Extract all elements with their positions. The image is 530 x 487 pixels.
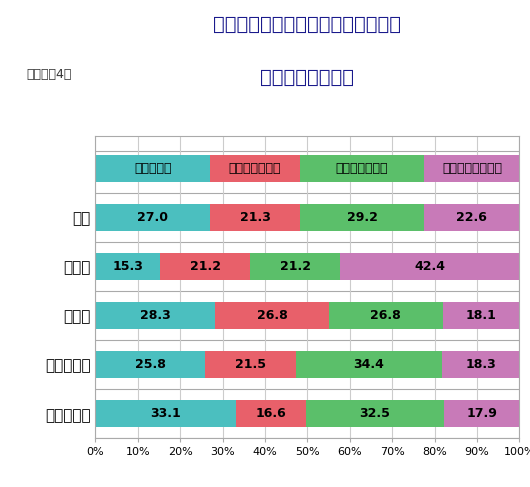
- Text: 21.2: 21.2: [190, 260, 220, 273]
- Text: 22.6: 22.6: [456, 211, 488, 224]
- Bar: [95, 204, 210, 231]
- Bar: [340, 253, 520, 280]
- Text: 17.9: 17.9: [466, 407, 497, 420]
- Bar: [296, 351, 442, 378]
- Text: 32.5: 32.5: [359, 407, 391, 420]
- Text: 27.0: 27.0: [137, 211, 168, 224]
- Bar: [424, 204, 520, 231]
- Bar: [300, 155, 424, 182]
- Text: 34.4: 34.4: [354, 358, 384, 371]
- Text: 42.4: 42.4: [414, 260, 445, 273]
- Text: 「パワーハラスメント防止措置」の: 「パワーハラスメント防止措置」の: [214, 15, 401, 34]
- Bar: [236, 400, 306, 427]
- Text: 18.1: 18.1: [465, 309, 497, 322]
- Text: 26.8: 26.8: [257, 309, 288, 322]
- Bar: [442, 351, 519, 378]
- Text: （グラフ4）: （グラフ4）: [26, 68, 72, 81]
- Bar: [215, 302, 329, 329]
- Text: 18.3: 18.3: [465, 358, 496, 371]
- Bar: [329, 302, 443, 329]
- Text: やや知っている: やや知っている: [229, 162, 281, 175]
- Bar: [443, 302, 519, 329]
- Bar: [95, 351, 205, 378]
- Bar: [95, 253, 160, 280]
- Bar: [210, 204, 300, 231]
- Text: 21.2: 21.2: [280, 260, 311, 273]
- Text: 26.8: 26.8: [370, 309, 401, 322]
- Bar: [95, 302, 215, 329]
- Text: 28.3: 28.3: [140, 309, 171, 322]
- Bar: [160, 253, 250, 280]
- Bar: [95, 400, 236, 427]
- Bar: [300, 204, 424, 231]
- Bar: [250, 253, 340, 280]
- Text: 21.3: 21.3: [240, 211, 270, 224]
- Text: 知っている: 知っている: [134, 162, 171, 175]
- Text: 内容を知っている: 内容を知っている: [260, 68, 355, 87]
- Text: あまり知らない: あまり知らない: [336, 162, 388, 175]
- Bar: [424, 155, 520, 182]
- Bar: [444, 400, 520, 427]
- Text: 33.1: 33.1: [150, 407, 181, 420]
- Bar: [95, 155, 210, 182]
- Text: まったく知らない: まったく知らない: [442, 162, 502, 175]
- Text: 21.5: 21.5: [235, 358, 266, 371]
- Text: 29.2: 29.2: [347, 211, 377, 224]
- Text: 15.3: 15.3: [112, 260, 143, 273]
- Bar: [210, 155, 300, 182]
- Bar: [205, 351, 296, 378]
- Text: 25.8: 25.8: [135, 358, 165, 371]
- Text: 16.6: 16.6: [255, 407, 286, 420]
- Bar: [306, 400, 444, 427]
